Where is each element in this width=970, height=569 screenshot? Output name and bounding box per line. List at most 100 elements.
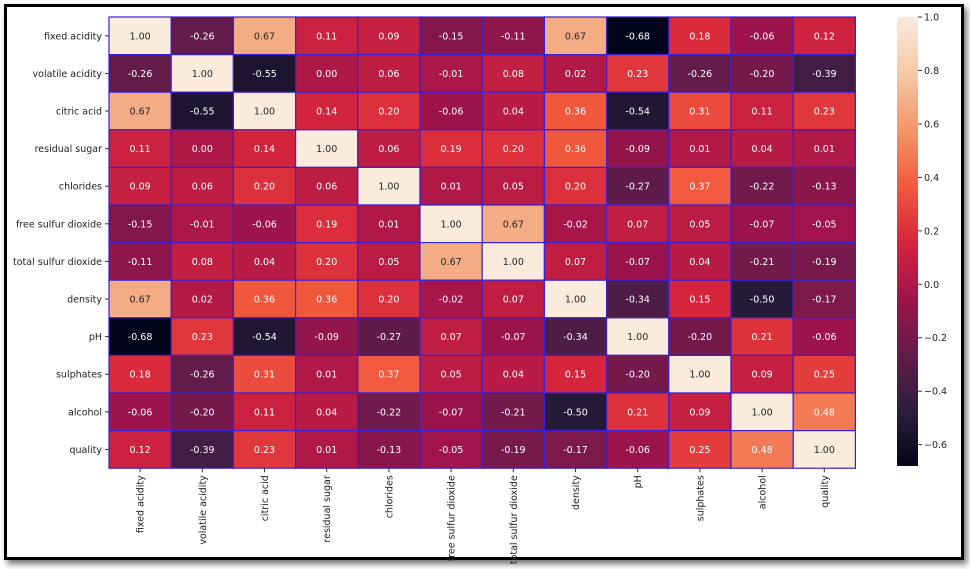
cell-value-label: 0.11 [752, 107, 773, 118]
colorbar-tick-label: 0.0 [924, 280, 939, 291]
cell-value-label: 0.19 [316, 219, 337, 230]
cell-value-label: -0.02 [563, 219, 588, 230]
heatmap-cell [543, 317, 608, 356]
heatmap-cell [730, 242, 794, 281]
cell-value-label: 0.04 [254, 257, 275, 268]
cell-value-label: 0.05 [441, 370, 462, 381]
heatmap-cell [357, 242, 421, 281]
cell-value-label: 0.20 [378, 295, 399, 306]
cell-value-label: 0.07 [627, 219, 648, 230]
cell-value-label: 0.36 [565, 107, 586, 118]
heatmap-cell [232, 204, 297, 244]
cell-value-label: 0.36 [565, 144, 586, 155]
cell-value-label: -0.20 [688, 332, 713, 343]
cell-value-label: 0.08 [503, 69, 524, 80]
cell-value-label: 0.05 [689, 219, 710, 230]
cell-value-label: 0.01 [689, 144, 710, 155]
heatmap-cell [792, 204, 857, 244]
cell-value-label: 0.21 [752, 332, 773, 343]
cell-value-label: -0.02 [439, 295, 464, 306]
cell-value-label: 0.37 [378, 370, 399, 381]
cell-value-label: 0.31 [254, 370, 275, 381]
cell-value-label: 0.05 [378, 257, 399, 268]
heatmap-cell [170, 242, 234, 281]
cell-value-label: 0.01 [378, 219, 399, 230]
heatmap-cell [668, 430, 732, 469]
cell-value-label: 0.04 [689, 257, 710, 268]
heatmap-cell [419, 279, 483, 319]
cell-value-label: 0.11 [316, 31, 337, 42]
cell-value-label: -0.54 [252, 332, 277, 343]
heatmap-cell [481, 317, 546, 356]
cell-value-label: -0.26 [128, 69, 153, 80]
cell-value-label: -0.20 [190, 407, 215, 418]
heatmap-cell [108, 430, 172, 469]
x-tick-label-chlorides: chlorides [384, 475, 395, 518]
cell-value-label: -0.68 [128, 332, 153, 343]
cell-value-label: 0.09 [689, 407, 710, 418]
cell-value-label: 0.09 [752, 370, 773, 381]
cell-value-label: -0.17 [812, 295, 837, 306]
cell-value-label: -0.13 [812, 182, 837, 193]
heatmap-cell [357, 317, 421, 356]
cell-value-label: -0.21 [501, 407, 526, 418]
heatmap-cell [295, 91, 359, 131]
cell-value-label: 0.20 [503, 144, 524, 155]
cell-value-label: 0.25 [814, 370, 835, 381]
x-tick-label-fixed-acidity: fixed acidity [136, 475, 147, 533]
heatmap-cell [481, 166, 546, 206]
cell-value-label: -0.01 [439, 69, 464, 80]
heatmap-cell [481, 204, 546, 244]
heatmap-cell [481, 53, 546, 93]
heatmap-cell [481, 16, 546, 56]
cell-value-label: -0.11 [501, 31, 526, 42]
cell-value-label: -0.09 [314, 332, 339, 343]
cell-value-label: -0.06 [625, 445, 650, 456]
cell-value-label: 1.00 [130, 31, 151, 42]
heatmap-cell [108, 53, 172, 93]
heatmap-cell [668, 279, 732, 319]
heatmap-cell [419, 242, 483, 281]
y-tick-label-quality: quality [70, 445, 103, 456]
heatmap-cell [605, 53, 670, 93]
y-tick-label-density: density [67, 295, 102, 306]
cell-value-label: -0.07 [501, 332, 526, 343]
cell-value-label: -0.19 [812, 257, 837, 268]
cell-value-label: 1.00 [752, 407, 773, 418]
cell-value-label: 1.00 [814, 445, 835, 456]
x-tick-label-ph: pH [633, 475, 644, 488]
cell-value-label: -0.06 [812, 332, 837, 343]
heatmap-cell [792, 91, 857, 131]
cell-value-label: 0.20 [378, 107, 399, 118]
heatmap-cell [605, 242, 670, 281]
heatmap-cell [419, 317, 483, 356]
cell-value-label: -0.27 [377, 332, 402, 343]
cell-value-label: 0.19 [441, 144, 462, 155]
heatmap-cell [605, 354, 670, 394]
x-tick-label-sulphates: sulphates [695, 475, 706, 521]
colorbar-tick-label: −0.2 [924, 333, 947, 344]
heatmap-cell [605, 204, 670, 244]
heatmap-cell [232, 392, 297, 432]
y-tick-label-volatile-acidity: volatile acidity [33, 69, 103, 80]
heatmap-cell [357, 430, 421, 469]
heatmap-cell [543, 392, 608, 432]
cell-value-label: -0.06 [750, 31, 775, 42]
cell-value-label: 0.31 [689, 107, 710, 118]
y-tick-label-total-sulfur-dioxide: total sulfur dioxide [13, 257, 102, 268]
cell-value-label: 0.04 [752, 144, 773, 155]
cell-value-label: 0.07 [503, 295, 524, 306]
x-tick-label-density: density [571, 475, 582, 510]
x-tick-label-alcohol: alcohol [758, 475, 769, 509]
y-tick-label-chlorides: chlorides [59, 182, 102, 193]
cell-value-label: 0.11 [254, 407, 275, 418]
cell-value-label: -0.06 [439, 107, 464, 118]
y-tick-label-alcohol: alcohol [68, 407, 102, 418]
heatmap-cell [170, 317, 234, 356]
heatmap-cell [792, 166, 857, 206]
cell-value-label: 0.06 [192, 182, 213, 193]
heatmap-cell [357, 16, 421, 56]
cell-value-label: 1.00 [192, 69, 213, 80]
cell-value-label: 0.05 [503, 182, 524, 193]
